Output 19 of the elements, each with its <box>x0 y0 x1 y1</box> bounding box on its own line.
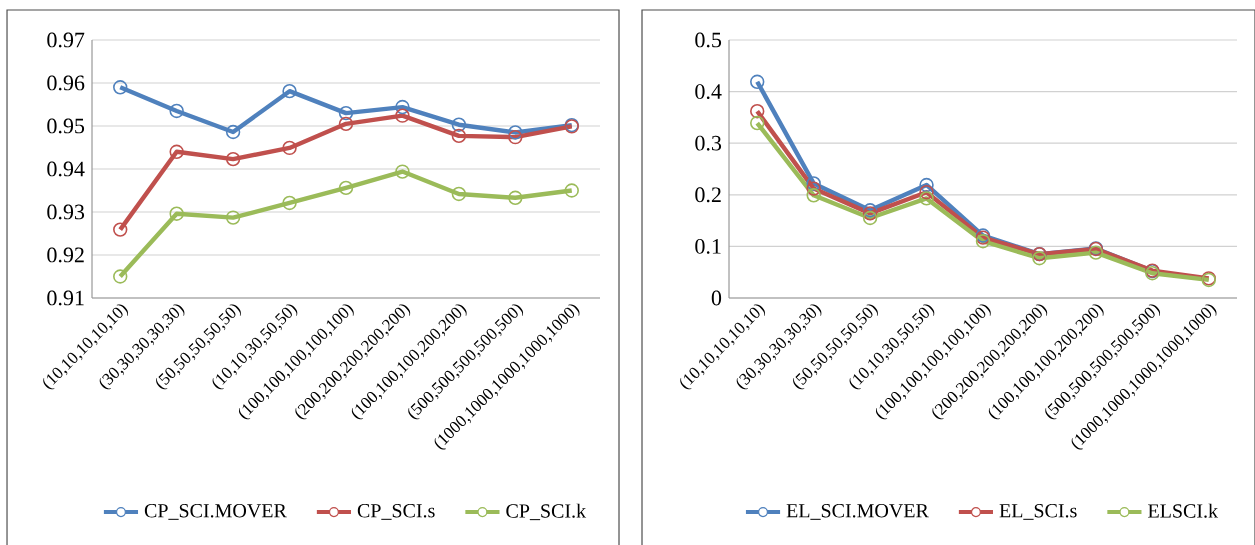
legend-label: CP_SCI.k <box>506 503 587 521</box>
legend-label: EL_SCI.s <box>999 504 1077 520</box>
y-tick-label: 0 <box>711 290 722 306</box>
y-tick-label: 0.91 <box>47 290 84 306</box>
y-tick-label: 0.95 <box>47 118 85 134</box>
y-tick-label: 0.96 <box>47 75 85 91</box>
y-tick-label: 0.2 <box>695 187 721 203</box>
legend-label: ELSCI.k <box>1148 503 1219 518</box>
legend-label: EL_SCI.MOVER <box>786 504 929 520</box>
y-tick-label: 0.3 <box>695 135 722 151</box>
y-tick-label: 0.94 <box>47 161 85 177</box>
y-tick-label: 0.1 <box>695 238 721 254</box>
y-tick-label: 0.5 <box>695 32 722 48</box>
y-tick-label: 0.4 <box>695 84 722 100</box>
legend-label: CP_SCI.MOVER <box>144 504 287 520</box>
y-tick-label: 0.92 <box>47 247 84 263</box>
y-tick-label: 0.93 <box>47 204 85 220</box>
legend-label: CP_SCI.s <box>357 504 435 520</box>
y-tick-label: 0.97 <box>47 32 85 48</box>
